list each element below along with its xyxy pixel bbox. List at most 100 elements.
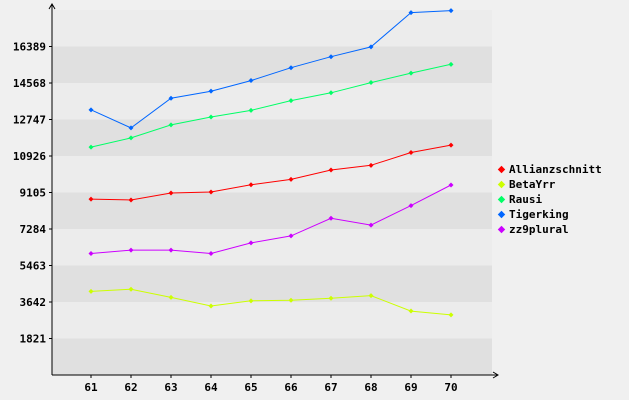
data-point xyxy=(168,122,174,128)
x-tick-label: 68 xyxy=(364,381,377,394)
grid-band xyxy=(52,302,492,339)
data-point xyxy=(88,107,94,113)
data-point xyxy=(368,44,374,50)
x-tick-label: 67 xyxy=(324,381,337,394)
y-axis-tick-labels: 1821 3642 5463 7284 9105 10926 12747 14568 16389 xyxy=(13,41,46,346)
data-point xyxy=(208,251,214,257)
data-point xyxy=(88,251,94,257)
data-point xyxy=(168,95,174,101)
x-tick-label: 63 xyxy=(164,381,177,394)
data-point xyxy=(88,288,94,294)
data-point xyxy=(408,203,414,209)
data-point xyxy=(328,54,334,60)
y-tick-label: 7284 xyxy=(20,223,47,236)
data-point xyxy=(328,215,334,221)
data-point xyxy=(208,303,214,309)
legend-marker-icon xyxy=(497,165,506,174)
grid-bands xyxy=(52,10,492,375)
grid-band xyxy=(52,265,492,302)
legend-label: Allianzschnitt xyxy=(509,163,602,176)
x-tick-label: 66 xyxy=(284,381,298,394)
grid-band xyxy=(52,83,492,120)
data-point xyxy=(448,8,454,14)
data-point xyxy=(128,197,134,203)
data-point xyxy=(128,286,134,292)
data-point xyxy=(408,70,414,76)
data-point xyxy=(328,90,334,96)
series-tigerking xyxy=(88,8,454,131)
data-point xyxy=(128,135,134,141)
data-point xyxy=(168,247,174,253)
y-tick-label: 1821 xyxy=(20,333,47,346)
x-axis-arrow xyxy=(492,371,499,379)
legend-marker-icon xyxy=(497,195,506,204)
legend-marker-icon xyxy=(497,180,506,189)
y-tick-label: 14568 xyxy=(13,77,46,90)
legend-item: zz9plural xyxy=(497,222,602,237)
series-zz9plural xyxy=(88,182,454,257)
series-line xyxy=(90,10,452,129)
legend-marker-icon xyxy=(497,225,506,234)
grid-band xyxy=(52,46,492,83)
series-rausi xyxy=(88,61,454,150)
data-point xyxy=(448,312,454,318)
grid-band xyxy=(52,229,492,266)
data-point xyxy=(248,240,254,246)
grid-band xyxy=(52,338,492,375)
x-tick-label: 62 xyxy=(124,381,137,394)
legend-label: zz9plural xyxy=(509,223,569,236)
grid-band xyxy=(52,192,492,229)
y-tick-label: 9105 xyxy=(20,187,47,200)
legend-marker-icon xyxy=(497,210,506,219)
y-axis-arrow xyxy=(48,3,56,10)
series-line xyxy=(90,288,452,316)
data-point xyxy=(328,295,334,301)
data-point xyxy=(368,222,374,228)
grid-band xyxy=(52,119,492,156)
data-point xyxy=(168,190,174,196)
data-point xyxy=(88,144,94,150)
series-allianzschnitt xyxy=(88,142,454,203)
legend-label: Tigerking xyxy=(509,208,569,221)
series-line xyxy=(90,63,452,148)
x-axis-tick-labels: 61 62 63 64 65 66 67 68 69 70 xyxy=(84,381,457,394)
data-point xyxy=(248,182,254,188)
data-point xyxy=(328,167,334,173)
legend-item: Tigerking xyxy=(497,207,602,222)
y-tick-label: 16389 xyxy=(13,41,46,54)
x-tick-label: 69 xyxy=(404,381,417,394)
grid-band xyxy=(52,156,492,193)
y-tick-label: 12747 xyxy=(13,114,46,127)
series-line xyxy=(90,184,452,255)
data-point xyxy=(408,308,414,314)
data-point xyxy=(288,65,294,71)
series-betayrr xyxy=(88,286,454,318)
legend-label: BetaYrr xyxy=(509,178,556,191)
data-point xyxy=(408,10,414,16)
data-point xyxy=(128,125,134,131)
series-lines xyxy=(88,8,454,318)
data-point xyxy=(248,298,254,304)
data-point xyxy=(368,80,374,86)
data-point xyxy=(288,98,294,104)
y-tick-label: 5463 xyxy=(20,260,47,273)
data-point xyxy=(448,142,454,148)
data-point xyxy=(208,88,214,94)
data-point xyxy=(448,61,454,67)
legend: Allianzschnitt BetaYrr Rausi Tigerking zz9pl… xyxy=(497,162,602,237)
data-point xyxy=(248,78,254,84)
data-point xyxy=(208,189,214,195)
data-point xyxy=(168,294,174,300)
x-tick-label: 65 xyxy=(244,381,257,394)
axes xyxy=(48,3,499,379)
series-line xyxy=(90,144,452,201)
legend-label: Rausi xyxy=(509,193,543,206)
data-point xyxy=(288,176,294,182)
grid-band xyxy=(52,10,492,47)
data-point xyxy=(448,182,454,188)
legend-item: Allianzschnitt xyxy=(497,162,602,177)
data-point xyxy=(368,293,374,299)
y-tick-label: 10926 xyxy=(13,150,46,163)
x-tick-label: 70 xyxy=(444,381,457,394)
